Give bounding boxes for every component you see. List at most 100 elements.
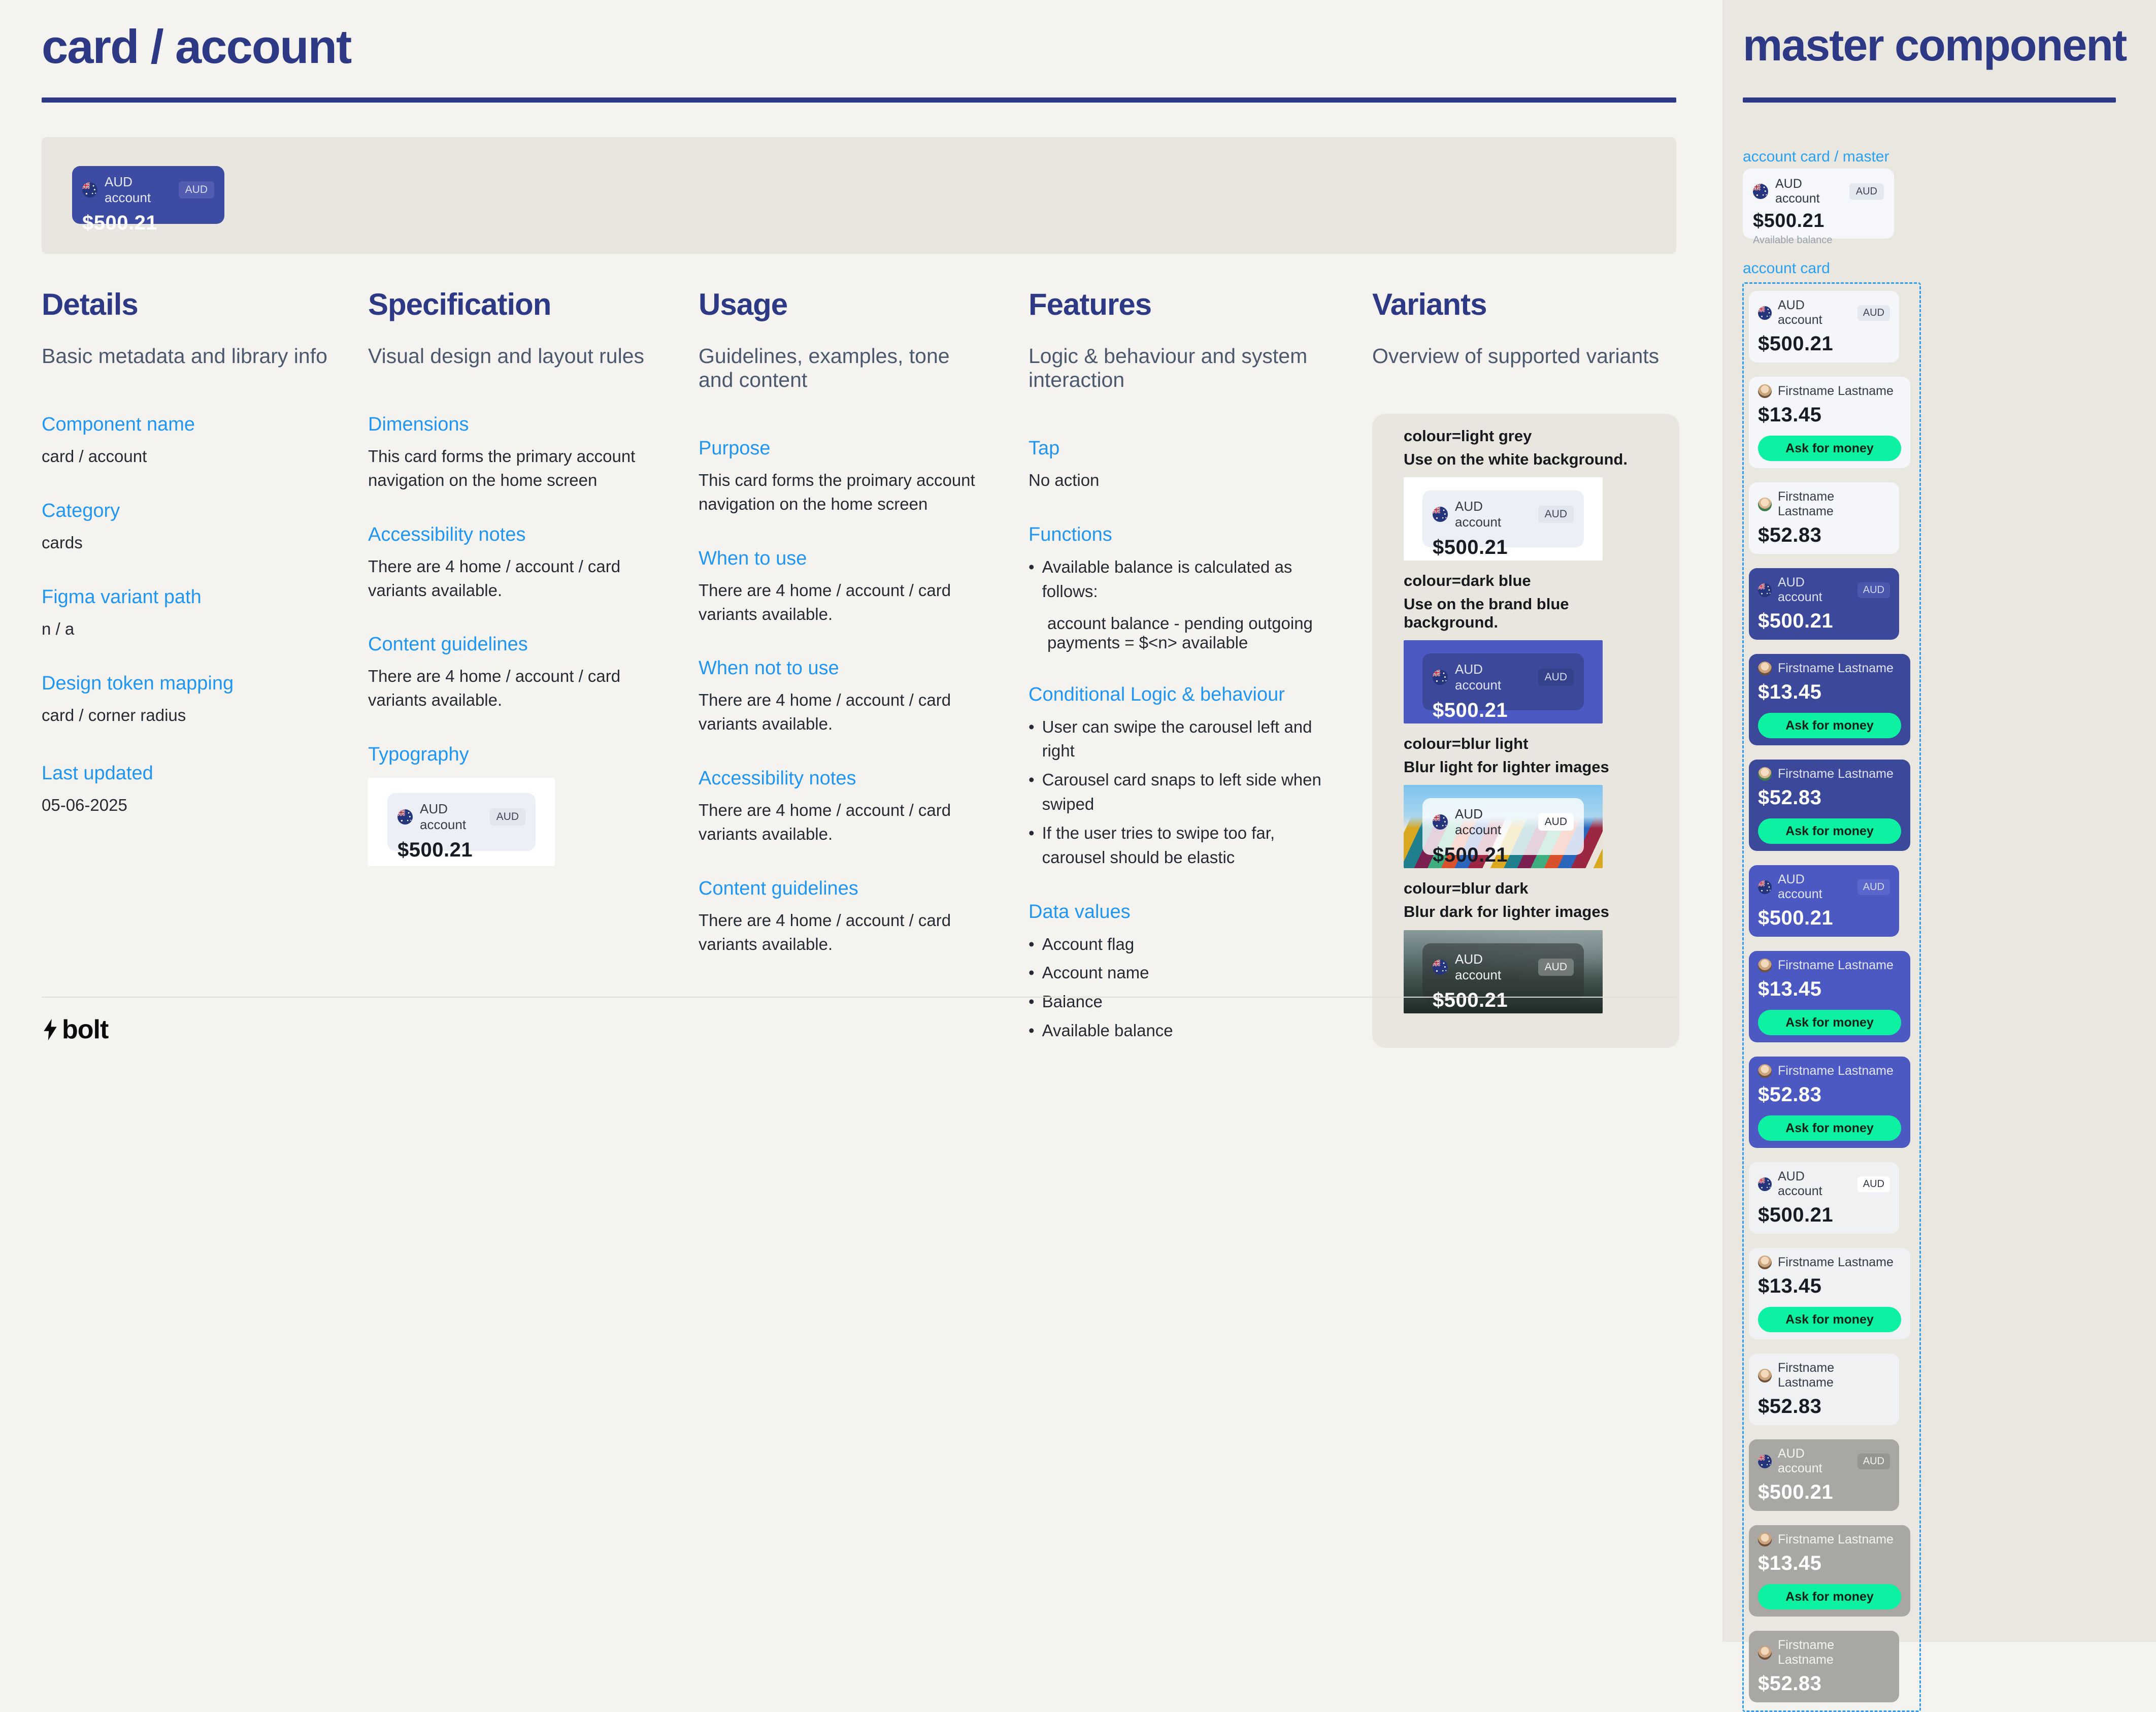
avatar (1758, 384, 1772, 398)
card-name: Firstname Lastname (1778, 384, 1894, 398)
section-label: Last updated (42, 763, 153, 784)
australia-flag-icon (82, 182, 97, 197)
account-card[interactable]: Firstname Lastname $13.45 Ask for money (1749, 377, 1910, 468)
variants-column: Variants Overview of supported variants … (1372, 287, 1679, 1074)
section-typography: Typography AUD account AUD $500.21 (368, 744, 658, 867)
ask-for-money-button[interactable]: Ask for money (1758, 713, 1901, 738)
avatar (1758, 1256, 1772, 1269)
card-balance: $13.45 (1758, 1275, 1822, 1297)
account-name: AUD account (1455, 499, 1502, 530)
ask-for-money-button[interactable]: Ask for money (1758, 1010, 1901, 1035)
ask-for-money-button[interactable]: Ask for money (1758, 818, 1901, 844)
card-balance: $500.21 (1433, 844, 1508, 867)
card-name: Firstname Lastname (1778, 1638, 1835, 1667)
australia-flag-icon (1433, 814, 1448, 830)
card-header: AUD account AUD (1758, 872, 1890, 902)
aud-account-card[interactable]: AUD account AUD $500.21 (1422, 653, 1584, 721)
section-value: There are 4 home / account / card varian… (699, 580, 951, 623)
card-header: AUD account AUD (1753, 177, 1884, 206)
australia-flag-icon (1433, 670, 1448, 685)
card-name: Firstname Lastname (1778, 661, 1894, 675)
section-value: This card forms the proimary account nav… (699, 471, 975, 513)
bullet-list: • Account flag • Account name • Balance • Avail… (1029, 932, 1332, 1043)
currency-badge: AUD (1857, 1453, 1890, 1469)
card-header: AUD account AUD (82, 174, 214, 206)
aud-account-card[interactable]: AUD account AUD $500.21 (1422, 490, 1584, 558)
ask-for-money-button[interactable]: Ask for money (1758, 436, 1901, 461)
account-card[interactable]: AUD account AUD $500.21 (1749, 1162, 1899, 1234)
account-name: AUD account (1455, 662, 1502, 693)
card-balance: $500.21 (1433, 699, 1508, 722)
account-card[interactable]: AUD account AUD $500.21 (1749, 1439, 1899, 1511)
australia-flag-icon (397, 809, 413, 825)
card-name: Firstname Lastname (1778, 958, 1894, 972)
account-card[interactable]: Firstname Lastname $13.45 Ask for money (1749, 1248, 1910, 1339)
avatar (1758, 1533, 1772, 1546)
variant-desc: Use on the brand blue background. (1404, 595, 1569, 631)
ask-for-money-button[interactable]: Ask for money (1758, 1307, 1901, 1332)
currency-badge: AUD (178, 181, 214, 199)
account-card[interactable]: Firstname Lastname $52.83 Ask for money (1749, 760, 1910, 851)
card-name: Firstname Lastname (1778, 1532, 1894, 1546)
section-value: There are 4 home / account / card varian… (368, 667, 621, 710)
currency-badge: AUD (1857, 582, 1890, 598)
australia-flag-icon (1433, 507, 1448, 522)
card-name: Firstname Lastname (1778, 1361, 1835, 1390)
master-component-sidebar: master component account card / master A… (1722, 0, 2156, 1712)
account-card-label[interactable]: account card (1743, 260, 1830, 277)
variant-demo-photo-light-bg: AUD account AUD $500.21 (1404, 785, 1603, 869)
variant-prop: colour=blur dark (1404, 879, 1529, 898)
card-name: Firstname Lastname (1778, 1064, 1894, 1078)
bullet-item: • Account flag (1029, 934, 1135, 953)
account-card[interactable]: Firstname Lastname $13.45 Ask for money (1749, 951, 1910, 1042)
account-card[interactable]: Firstname Lastname $52.83 (1749, 1354, 1899, 1425)
card-balance: $500.21 (1758, 610, 1834, 632)
card-balance: $52.83 (1758, 786, 1822, 809)
card-header: AUD account AUD (397, 801, 525, 833)
ask-for-money-button[interactable]: Ask for money (1758, 1115, 1901, 1141)
aud-account-card[interactable]: AUD account AUD $500.21 (72, 166, 224, 234)
currency-badge: AUD (1538, 813, 1574, 831)
account-card[interactable]: AUD account AUD $500.21 (1749, 865, 1899, 937)
section-label: Typography (368, 744, 469, 766)
account-card[interactable]: Firstname Lastname $13.45 Ask for money (1749, 1525, 1910, 1617)
card-balance: $500.21 (1758, 1481, 1834, 1503)
ask-for-money-button[interactable]: Ask for money (1758, 1584, 1901, 1609)
account-card[interactable]: Firstname Lastname $52.83 (1749, 482, 1899, 554)
section-content-guidelines: Content guidelines There are 4 home / ac… (699, 878, 988, 957)
section-value: cards (42, 533, 83, 552)
account-card[interactable]: Firstname Lastname $52.83 Ask for money (1749, 1057, 1910, 1148)
account-card[interactable]: Firstname Lastname $52.83 (1749, 1631, 1899, 1702)
section-value: This card forms the primary account navi… (368, 447, 636, 489)
master-component-label[interactable]: account card / master (1743, 148, 1889, 165)
currency-badge: AUD (1857, 305, 1890, 321)
currency-badge: AUD (1857, 1176, 1890, 1192)
currency-badge: AUD (1538, 669, 1574, 686)
account-card[interactable]: AUD account AUD $500.21 (1749, 291, 1899, 363)
card-header: Firstname Lastname (1758, 384, 1901, 399)
aud-account-card[interactable]: AUD account AUD $500.21 (1422, 798, 1584, 866)
features-column: Features Logic & behaviour and system in… (1029, 287, 1332, 1074)
card-name: AUD account (1778, 575, 1822, 604)
bullet-item: • Available balance is calculated as foll… (1029, 557, 1292, 601)
sidebar-title: master component (1743, 20, 2127, 70)
avatar (1758, 1064, 1772, 1078)
column-title: Specification (368, 287, 551, 321)
sidebar-divider (1743, 97, 2116, 103)
section-accessibility-notes: Accessibility notes There are 4 home / a… (368, 524, 658, 603)
variant-demo-photo-dark-bg: AUD account AUD $500.21 (1404, 930, 1603, 1013)
variant-demo-brand-blue-bg: AUD account AUD $500.21 (1404, 640, 1603, 724)
bullet-item: • Carousel card snaps to left side when s… (1029, 770, 1321, 814)
currency-badge: AUD (489, 808, 525, 826)
account-card[interactable]: AUD account AUD $500.21 (1749, 568, 1899, 640)
australia-flag-icon (1433, 959, 1448, 975)
card-header: Firstname Lastname (1758, 1532, 1901, 1547)
aud-account-card[interactable]: AUD account AUD $500.21 (387, 793, 536, 861)
section-label: Purpose (699, 438, 771, 459)
variant-prop: colour=dark blue (1404, 572, 1531, 590)
account-card[interactable]: Firstname Lastname $13.45 Ask for money (1749, 654, 1910, 745)
section-label: Component name (42, 414, 195, 435)
master-account-card[interactable]: AUD account AUD $500.21 Available balanc… (1743, 169, 1894, 246)
section-tap: Tap No action (1029, 438, 1332, 492)
aud-account-card[interactable]: AUD account AUD $500.21 (1422, 943, 1584, 1011)
